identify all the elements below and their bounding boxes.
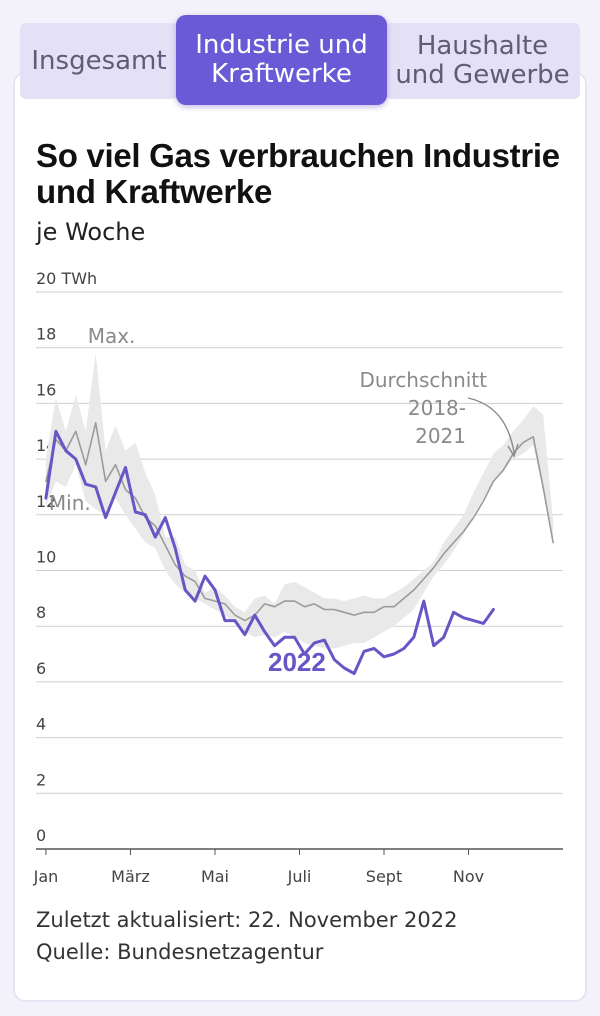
- source-note: Quelle: Bundesnetzagentur: [36, 940, 324, 964]
- min-max-range-band: [45, 353, 554, 649]
- y-tick-label: 6: [36, 659, 46, 678]
- last-updated-note: Zuletzt aktualisiert: 22. November 2022: [36, 908, 458, 932]
- average-annotation-line2: 2018-: [408, 396, 466, 420]
- y-tick-label: 20 TWh: [36, 269, 97, 288]
- x-tick-label: Nov: [453, 867, 484, 886]
- gas-consumption-chart: 02468101214161820 TWhJanMärzMaiJuliSeptN…: [33, 269, 563, 886]
- chart-title: So viel Gas verbrauchen Industrie und Kr…: [36, 137, 560, 210]
- y-tick-label: 0: [36, 826, 46, 845]
- chart-card: [13, 72, 587, 1002]
- tab-haushalte-und-gewerbe[interactable]: Haushalte und Gewerbe: [385, 23, 580, 99]
- max-annotation: Max.: [88, 324, 136, 348]
- y-tick-label: 10: [36, 548, 56, 567]
- y-tick-label: 18: [36, 325, 56, 344]
- tab-industrie-und-kraftwerke[interactable]: Industrie und Kraftwerke: [176, 15, 387, 105]
- series-2022-line: [44, 429, 495, 675]
- x-tick-label: Mai: [201, 867, 229, 886]
- y-tick-label: 2: [36, 770, 46, 789]
- tab-label-line2: Kraftwerke: [211, 59, 352, 89]
- average-annotation-line3: 2021: [415, 424, 466, 448]
- tab-insgesamt[interactable]: Insgesamt: [20, 23, 178, 99]
- tab-bar: Insgesamt Haushalte und Gewerbe Industri…: [20, 15, 580, 105]
- y-tick-label: 16: [36, 380, 56, 399]
- tab-label-line1: Haushalte: [416, 31, 549, 61]
- y-tick-label: 4: [36, 715, 46, 734]
- y-tick-label: 8: [36, 603, 46, 622]
- x-tick-label: Juli: [287, 867, 312, 886]
- x-tick-label: Sept: [366, 867, 402, 886]
- series-2022-label: 2022: [268, 647, 326, 677]
- tab-label-line2: und Gewerbe: [395, 60, 570, 90]
- chart-subtitle: je Woche: [36, 218, 146, 246]
- min-annotation: Min.: [49, 491, 91, 515]
- x-tick-label: März: [111, 867, 150, 886]
- average-annotation-arrow: [467, 397, 515, 453]
- x-tick-label: Jan: [33, 867, 59, 886]
- average-annotation-arrowhead: [507, 443, 519, 458]
- average-annotation-line1: Durchschnitt: [359, 368, 487, 392]
- tab-label: Insgesamt: [31, 45, 167, 76]
- tab-label-line1: Industrie und: [195, 30, 368, 60]
